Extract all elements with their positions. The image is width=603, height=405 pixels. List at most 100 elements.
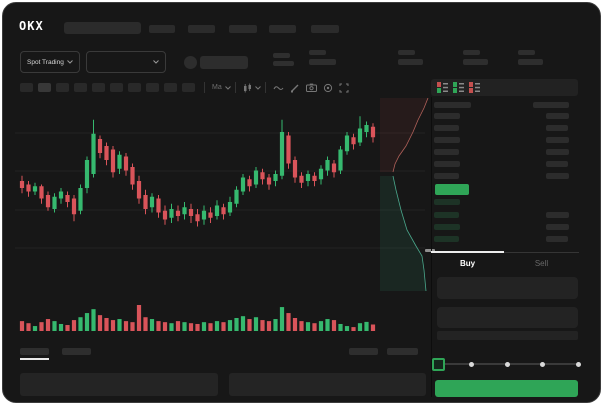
book-asks-icon[interactable] [469, 82, 480, 93]
price-input[interactable] [437, 277, 578, 299]
pair-select[interactable] [86, 51, 166, 73]
bottom-tab-underline [20, 358, 49, 360]
volume-bar [247, 319, 252, 331]
bottom-tab-placeholder[interactable] [62, 348, 91, 355]
timeframe-button[interactable] [74, 82, 87, 92]
volume-bar [97, 315, 103, 331]
bid-row-price[interactable] [434, 199, 460, 205]
slider-stop[interactable] [469, 362, 474, 367]
nav-item-placeholder[interactable] [149, 25, 175, 33]
settings-icon[interactable] [323, 83, 333, 93]
timeframe-button[interactable] [20, 82, 33, 92]
pencil-icon[interactable] [290, 83, 300, 93]
volume-bar [130, 322, 135, 331]
bid-row-price[interactable] [434, 236, 459, 242]
depth-chart[interactable] [380, 98, 432, 291]
buy-button[interactable] [435, 380, 578, 397]
ask-row-size[interactable] [546, 125, 568, 131]
ask-row-size[interactable] [546, 149, 569, 155]
timeframe-button[interactable] [38, 82, 51, 92]
slider-stop[interactable] [575, 362, 581, 367]
tab-buy[interactable]: Buy [459, 258, 476, 268]
volume-bar [188, 323, 194, 331]
bottom-tab-placeholder[interactable] [20, 348, 49, 355]
nav-item-placeholder[interactable] [188, 25, 215, 33]
price-stat-bar [273, 53, 290, 58]
ask-row-size[interactable] [546, 173, 569, 179]
camera-icon[interactable] [305, 83, 317, 92]
timeframe-button[interactable] [110, 82, 123, 92]
volume-bar [273, 319, 278, 331]
candle [214, 200, 220, 220]
candle [26, 181, 31, 197]
slider-stop[interactable] [504, 362, 510, 367]
bid-row-size[interactable] [546, 236, 568, 242]
candle [162, 205, 168, 225]
stat-value-placeholder [518, 59, 543, 65]
stat-label-placeholder [463, 50, 480, 55]
slider-handle[interactable] [432, 358, 445, 371]
ask-row-price[interactable] [434, 125, 459, 131]
slider-stop[interactable] [540, 362, 545, 367]
volume-bar [325, 319, 330, 331]
ask-row-price[interactable] [434, 149, 459, 155]
amount-input[interactable] [437, 307, 578, 328]
timeframe-button[interactable] [146, 82, 159, 92]
bottom-action-placeholder[interactable] [387, 348, 418, 355]
bid-row-size[interactable] [546, 224, 569, 230]
wave-icon[interactable] [273, 84, 284, 92]
candle [97, 135, 103, 159]
timeframe-button[interactable] [56, 82, 69, 92]
candle [279, 119, 285, 180]
ask-row-price[interactable] [434, 137, 460, 143]
bid-row-price[interactable] [434, 224, 460, 230]
tab-sell[interactable]: Sell [534, 258, 549, 268]
bottom-action-placeholder[interactable] [349, 348, 378, 355]
stat-label-placeholder [309, 50, 326, 55]
timeframe-button[interactable] [182, 82, 195, 92]
stat-value-placeholder [463, 59, 488, 65]
chevron-down-icon[interactable] [254, 85, 261, 90]
timeframe-button[interactable] [128, 82, 141, 92]
fullscreen-icon[interactable] [339, 83, 349, 93]
depth-bids-area [380, 176, 426, 291]
timeframe-button[interactable] [92, 82, 105, 92]
ask-row-price[interactable] [434, 161, 460, 167]
volume-bar [156, 321, 161, 331]
market-type-select[interactable]: Spot Trading [20, 51, 80, 73]
candle [136, 175, 142, 204]
volume-bar [58, 323, 64, 331]
volume-bar [78, 317, 83, 331]
panel-divider [431, 97, 432, 397]
last-price-bar[interactable] [435, 184, 469, 195]
volume-bar [136, 305, 142, 331]
nav-item-placeholder[interactable] [311, 25, 339, 33]
search-input[interactable] [64, 22, 141, 34]
bid-row-price[interactable] [434, 212, 459, 218]
ask-row-size[interactable] [546, 113, 569, 119]
book-bids-icon[interactable] [453, 82, 464, 93]
orderbook-header-size [533, 102, 569, 108]
bid-row-size[interactable] [546, 212, 569, 218]
book-both-icon[interactable] [437, 82, 448, 93]
volume-bar [253, 317, 259, 331]
ask-row-price[interactable] [434, 113, 460, 119]
volume-bar [214, 321, 220, 331]
ask-row-size[interactable] [546, 137, 569, 143]
ask-row-price[interactable] [434, 173, 459, 179]
volume-bar [344, 326, 350, 331]
ask-row-size[interactable] [546, 161, 568, 167]
chevron-down-icon[interactable] [224, 85, 231, 90]
depth-asks-line [392, 98, 429, 173]
chart-type-icon[interactable] [243, 83, 252, 93]
candle [188, 203, 194, 223]
candlestick-chart[interactable] [15, 97, 431, 343]
candle [19, 175, 25, 194]
candle [247, 175, 252, 192]
volume-bar [338, 323, 343, 331]
candle [117, 151, 122, 174]
timeframe-button[interactable] [164, 82, 177, 92]
nav-item-placeholder[interactable] [269, 25, 296, 33]
nav-item-placeholder[interactable] [229, 25, 257, 33]
indicator-selector[interactable]: Ma [212, 84, 222, 91]
